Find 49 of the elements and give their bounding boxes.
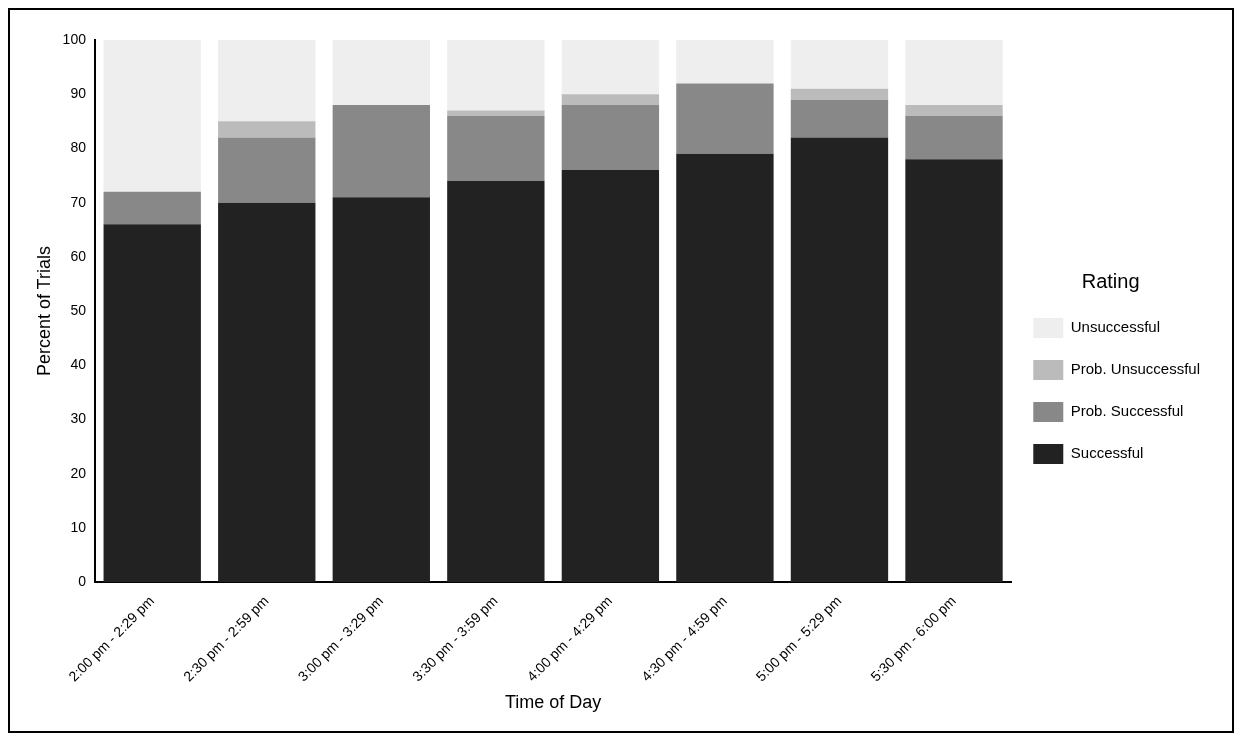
bar bbox=[103, 224, 201, 583]
bar bbox=[218, 137, 316, 203]
legend-title: Rating bbox=[1081, 269, 1140, 292]
bar bbox=[561, 105, 660, 171]
bar bbox=[676, 153, 774, 583]
bar bbox=[332, 105, 430, 198]
bar bbox=[905, 159, 1003, 583]
y-tick-label: 0 bbox=[78, 573, 87, 590]
x-tick-label: 4:30 pm - 4:59 pm bbox=[638, 592, 730, 685]
bar bbox=[332, 40, 430, 106]
bar bbox=[790, 40, 889, 89]
legend-label: Successful bbox=[1070, 444, 1144, 462]
bar bbox=[447, 180, 545, 583]
y-tick-label: 70 bbox=[70, 193, 87, 210]
bar bbox=[218, 202, 316, 583]
bar bbox=[905, 115, 1003, 160]
bar bbox=[447, 115, 545, 181]
bar bbox=[561, 170, 660, 583]
bar bbox=[905, 105, 1003, 116]
y-tick-label: 90 bbox=[70, 85, 87, 102]
bar bbox=[218, 40, 316, 122]
bar bbox=[103, 191, 201, 225]
legend-label: Unsuccessful bbox=[1070, 318, 1160, 336]
y-tick-label: 30 bbox=[70, 410, 87, 427]
legend-label: Prob. Unsuccessful bbox=[1070, 360, 1201, 378]
x-tick-label: 5:30 pm - 6:00 pm bbox=[867, 592, 959, 685]
bar bbox=[790, 137, 889, 583]
y-tick-label: 10 bbox=[70, 518, 87, 535]
bar bbox=[103, 40, 201, 192]
bar bbox=[905, 40, 1003, 106]
bar bbox=[447, 110, 545, 116]
y-tick-label: 100 bbox=[62, 30, 87, 47]
bar bbox=[790, 99, 889, 138]
legend-label: Prob. Successful bbox=[1070, 402, 1184, 420]
y-tick-label: 20 bbox=[70, 464, 87, 481]
y-axis-title: Percent of Trials bbox=[33, 246, 54, 377]
x-axis-title: Time of Day bbox=[504, 692, 602, 713]
bar bbox=[561, 40, 660, 95]
bar bbox=[676, 40, 774, 84]
bar bbox=[561, 94, 660, 106]
bar bbox=[676, 83, 774, 154]
bar bbox=[218, 121, 316, 138]
y-tick-label: 50 bbox=[70, 301, 87, 318]
y-tick-label: 60 bbox=[70, 247, 87, 264]
y-tick-label: 40 bbox=[70, 356, 87, 373]
bar bbox=[447, 40, 545, 111]
bar bbox=[332, 197, 430, 583]
y-tick-label: 80 bbox=[70, 139, 87, 156]
bar bbox=[790, 88, 889, 100]
